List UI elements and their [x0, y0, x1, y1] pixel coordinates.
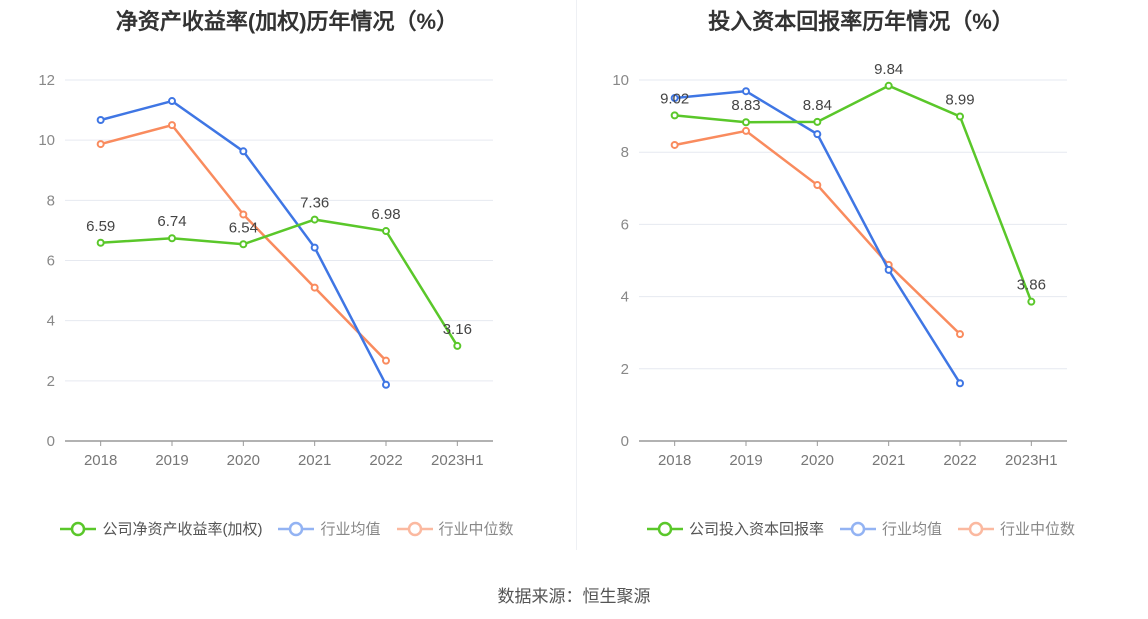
y-tick-label: 10: [612, 72, 629, 89]
data-point-avg: [96, 116, 105, 125]
x-tick-label: 2023H1: [431, 452, 484, 469]
data-label: 8.83: [731, 97, 760, 114]
legend-item-median[interactable]: 行业中位数: [958, 518, 1075, 539]
legend-label: 公司净资产收益率(加权): [102, 521, 263, 538]
x-tick-label: 2019: [729, 452, 762, 469]
data-point-median: [813, 181, 822, 190]
data-label: 9.02: [660, 90, 689, 107]
data-point-company: [742, 118, 750, 127]
data-label: 7.36: [300, 195, 329, 212]
x-tick-label: 2023H1: [1005, 452, 1058, 469]
x-tick-label: 2022: [369, 452, 402, 469]
series-line-company: [674, 84, 1033, 303]
data-point-avg: [382, 380, 390, 389]
series-line-median: [674, 129, 961, 336]
legend-line-circle-icon: [278, 521, 315, 536]
data-label: 8.99: [945, 91, 974, 108]
legend-item-median[interactable]: 行业中位数: [396, 518, 514, 539]
legend-label: 公司投入资本回报率: [688, 521, 824, 538]
data-point-company: [96, 238, 105, 247]
data-point-company: [168, 234, 176, 243]
data-point-median: [742, 126, 750, 135]
y-tick-label: 4: [47, 313, 55, 330]
data-point-avg: [168, 97, 176, 106]
legend-label: 行业中位数: [1000, 521, 1076, 538]
y-tick-label: 12: [38, 72, 55, 89]
chart-title-roic: 投入资本回报率历年情况（%）: [708, 9, 1014, 34]
legend-line-circle-icon: [396, 521, 433, 536]
divider: [576, 0, 577, 550]
data-label: 3.16: [443, 321, 472, 338]
data-label: 9.84: [874, 61, 903, 78]
legend-line-circle-icon: [839, 521, 876, 536]
data-point-avg: [310, 243, 319, 252]
y-tick-label: 0: [621, 433, 629, 450]
data-label: 6.98: [371, 206, 400, 223]
x-tick-label: 2020: [801, 452, 834, 469]
series-line-company: [100, 218, 459, 347]
roe-chart: 0 2 4 6 8 10 12 2018 2019 2020 2021 2022 2023H1 6.59 6…: [38, 72, 493, 469]
data-point-avg: [956, 379, 964, 388]
data-point-company: [884, 81, 893, 90]
chart-title-roe: 净资产收益率(加权)历年情况（%）: [115, 9, 459, 34]
data-source: 数据来源：恒生聚源: [497, 587, 651, 606]
x-tick-label: 2022: [943, 452, 976, 469]
legend-item-company[interactable]: 公司净资产收益率(加权): [60, 518, 262, 539]
data-point-avg: [813, 130, 822, 139]
legend-item-company[interactable]: 公司投入资本回报率: [646, 518, 824, 539]
data-point-median: [956, 330, 964, 339]
y-tick-label: 6: [47, 253, 55, 270]
data-label: 3.86: [1017, 277, 1046, 294]
legend-label: 行业中位数: [438, 521, 514, 538]
data-point-median: [96, 140, 105, 149]
data-point-median: [239, 210, 248, 219]
x-tick-label: 2021: [298, 452, 331, 469]
data-point-company: [813, 117, 822, 126]
y-tick-label: 2: [47, 373, 55, 390]
x-tick-label: 2019: [155, 452, 188, 469]
data-label: 8.84: [803, 97, 832, 114]
legend-item-avg[interactable]: 行业均值: [278, 518, 381, 539]
x-tick-label: 2018: [658, 452, 691, 469]
data-point-company: [239, 240, 248, 249]
data-point-company: [956, 112, 964, 121]
data-label: 6.74: [157, 213, 186, 230]
legend-label: 行业均值: [881, 521, 942, 538]
x-tick-label: 2021: [872, 452, 905, 469]
roic-legend: 公司投入资本回报率 行业均值 行业中位数: [574, 518, 1148, 539]
legend-line-circle-icon: [958, 521, 994, 536]
y-tick-label: 8: [621, 144, 629, 161]
y-tick-label: 0: [47, 433, 55, 450]
data-point-median: [670, 140, 679, 149]
roe-legend: 公司净资产收益率(加权) 行业均值 行业中位数: [0, 518, 574, 539]
data-point-median: [382, 356, 390, 365]
legend-line-circle-icon: [646, 521, 683, 536]
data-point-company: [1027, 297, 1036, 306]
legend-label: 行业均值: [320, 521, 381, 538]
data-point-avg: [239, 147, 248, 156]
data-point-median: [310, 283, 319, 292]
data-label: 6.59: [86, 218, 115, 235]
data-point-company: [382, 227, 390, 236]
data-point-company: [310, 215, 319, 224]
data-point-company: [453, 341, 462, 350]
y-tick-label: 6: [621, 216, 629, 233]
y-tick-label: 4: [621, 289, 629, 306]
roic-chart: 0 2 4 6 8 10 2018 2019 2020 2021 2022 2023H1 9.02 8.8…: [612, 61, 1067, 469]
legend-line-circle-icon: [60, 521, 97, 536]
data-point-avg: [742, 87, 750, 96]
x-tick-label: 2018: [84, 452, 117, 469]
y-tick-label: 10: [38, 132, 55, 149]
y-tick-label: 8: [47, 192, 55, 209]
x-tick-label: 2020: [227, 452, 260, 469]
data-point-avg: [670, 94, 679, 103]
data-point-avg: [884, 265, 893, 274]
data-point-company: [670, 111, 679, 120]
y-tick-label: 2: [621, 361, 629, 378]
legend-item-avg[interactable]: 行业均值: [839, 518, 942, 539]
data-point-median: [168, 121, 176, 130]
data-label: 6.54: [229, 219, 258, 236]
